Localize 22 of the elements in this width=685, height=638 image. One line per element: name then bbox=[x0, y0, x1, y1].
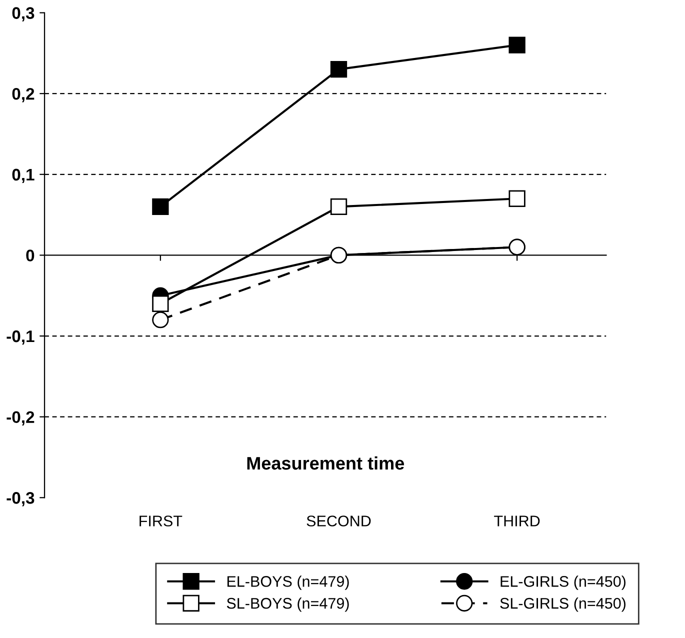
point bbox=[508, 36, 526, 54]
point bbox=[508, 190, 526, 207]
y-tick-label: 0 bbox=[26, 250, 34, 262]
x-axis-title: Measurement time bbox=[247, 456, 404, 470]
x-tick-label: FIRST bbox=[140, 516, 182, 526]
point bbox=[152, 295, 169, 312]
y-tick-label: 0,1 bbox=[12, 168, 34, 184]
x-tick-label: SECOND bbox=[306, 516, 371, 526]
legend-label: SL-BOYS (n=479) bbox=[226, 598, 349, 612]
legend-label: EL-GIRLS (n=450) bbox=[500, 576, 626, 590]
legend-label: SL-GIRLS (n=450) bbox=[500, 598, 626, 612]
point bbox=[152, 198, 169, 216]
y-tick-label: 0,2 bbox=[12, 88, 34, 102]
point bbox=[152, 312, 169, 328]
y-tick-label: -0,2 bbox=[6, 411, 34, 426]
y-tick-label: -0,1 bbox=[6, 330, 34, 345]
point bbox=[330, 198, 348, 216]
legend-label: EL-BOYS (n=479) bbox=[227, 576, 349, 590]
x-tick-label: THIRD bbox=[494, 516, 540, 526]
y-tick-label: -0,3 bbox=[6, 492, 34, 506]
point bbox=[330, 60, 348, 78]
y-tick-label: 0,3 bbox=[12, 7, 34, 22]
